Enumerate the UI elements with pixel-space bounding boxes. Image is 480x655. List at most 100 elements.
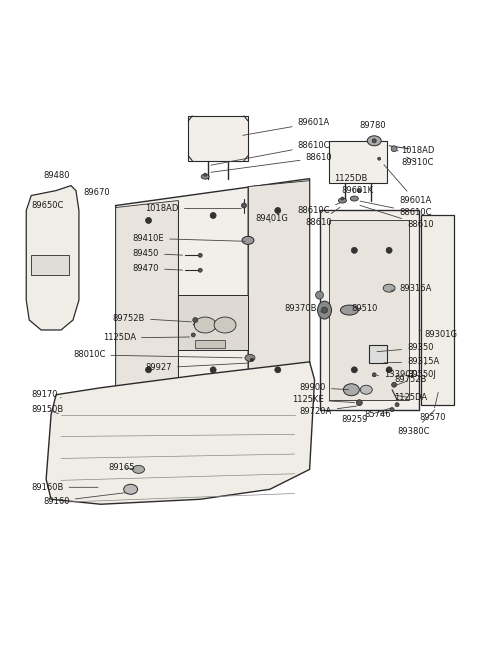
Circle shape (372, 373, 376, 377)
Text: 89601A: 89601A (243, 119, 330, 136)
Ellipse shape (124, 484, 138, 495)
Ellipse shape (201, 174, 209, 179)
Text: 85746: 85746 (364, 410, 391, 419)
Ellipse shape (350, 196, 358, 201)
Ellipse shape (132, 466, 144, 474)
Text: 89380C: 89380C (397, 409, 435, 436)
Circle shape (275, 367, 281, 373)
Text: 89259: 89259 (341, 407, 393, 424)
Text: 89350: 89350 (377, 343, 433, 352)
Text: 89310C: 89310C (401, 157, 433, 167)
Circle shape (210, 367, 216, 373)
Text: 89510: 89510 (351, 303, 378, 312)
Text: 88610C: 88610C (298, 203, 340, 215)
Text: 89601A: 89601A (384, 165, 432, 205)
Text: 89410E: 89410E (132, 234, 245, 243)
Circle shape (386, 248, 392, 253)
Circle shape (315, 291, 324, 299)
Circle shape (204, 173, 207, 176)
Circle shape (351, 367, 357, 373)
Circle shape (356, 400, 362, 405)
Circle shape (198, 269, 202, 272)
Text: 89160: 89160 (43, 493, 126, 506)
Circle shape (341, 197, 344, 200)
Circle shape (198, 253, 202, 257)
Polygon shape (31, 255, 69, 275)
Text: 1125DA: 1125DA (103, 333, 190, 343)
Circle shape (390, 407, 394, 411)
Text: 89900: 89900 (300, 383, 348, 392)
Text: 89752B: 89752B (394, 375, 426, 386)
Circle shape (392, 383, 396, 387)
Polygon shape (421, 215, 454, 405)
Circle shape (391, 146, 397, 152)
Text: 89150B: 89150B (31, 405, 63, 414)
Polygon shape (248, 181, 310, 388)
Text: 89370B: 89370B (285, 303, 322, 312)
Circle shape (145, 217, 152, 223)
Ellipse shape (318, 301, 332, 319)
Polygon shape (320, 210, 419, 409)
Circle shape (192, 333, 195, 337)
Circle shape (241, 203, 246, 208)
Polygon shape (116, 179, 310, 400)
Text: 89601K: 89601K (341, 186, 373, 195)
Text: 89550J: 89550J (407, 362, 436, 379)
Text: 1339CD: 1339CD (377, 370, 418, 379)
Text: 88610C: 88610C (360, 201, 432, 217)
Text: 89720A: 89720A (300, 406, 357, 416)
Ellipse shape (360, 385, 372, 394)
Text: 89927: 89927 (145, 363, 249, 372)
Ellipse shape (214, 317, 236, 333)
Text: 89301G: 89301G (419, 330, 457, 339)
Circle shape (145, 367, 152, 373)
Text: 88610: 88610 (360, 206, 433, 229)
Text: 89650C: 89650C (31, 201, 63, 210)
Text: 89780: 89780 (360, 121, 386, 130)
Polygon shape (46, 362, 314, 504)
Text: 89470: 89470 (132, 264, 182, 272)
Polygon shape (179, 295, 248, 350)
Text: 89170: 89170 (31, 390, 61, 399)
Circle shape (378, 157, 381, 160)
Circle shape (372, 139, 376, 143)
Circle shape (210, 212, 216, 219)
Ellipse shape (340, 305, 358, 315)
Text: 1018AD: 1018AD (397, 146, 434, 155)
Circle shape (193, 318, 198, 322)
Ellipse shape (367, 136, 381, 146)
Text: 1125DB: 1125DB (335, 174, 368, 193)
Bar (195, 340, 225, 348)
Text: 89401G: 89401G (255, 214, 288, 223)
Ellipse shape (338, 198, 347, 203)
Ellipse shape (245, 354, 255, 362)
Ellipse shape (242, 236, 254, 244)
Text: 89450: 89450 (132, 249, 182, 258)
Text: 88610C: 88610C (211, 141, 330, 165)
Circle shape (322, 307, 327, 313)
Circle shape (395, 403, 399, 407)
Text: 88610: 88610 (306, 207, 340, 227)
Text: 89160B: 89160B (31, 483, 98, 492)
Polygon shape (188, 116, 248, 160)
Circle shape (386, 367, 392, 373)
Text: 89752B: 89752B (113, 314, 192, 322)
Text: 88010C: 88010C (73, 350, 242, 360)
Text: 89570: 89570 (419, 392, 445, 422)
Polygon shape (116, 200, 179, 398)
Polygon shape (26, 185, 79, 330)
Bar (369, 345, 387, 363)
Ellipse shape (343, 384, 360, 396)
Text: 89316A: 89316A (391, 284, 432, 293)
Text: 89165: 89165 (109, 463, 135, 472)
Text: 89670: 89670 (83, 188, 109, 197)
Text: 88610: 88610 (211, 153, 332, 172)
Circle shape (251, 358, 253, 362)
Circle shape (275, 208, 281, 214)
Circle shape (357, 189, 361, 193)
Polygon shape (329, 141, 387, 183)
Ellipse shape (194, 317, 216, 333)
Polygon shape (329, 221, 409, 400)
Text: 89315A: 89315A (384, 358, 439, 366)
Text: 1125KE: 1125KE (292, 395, 355, 404)
